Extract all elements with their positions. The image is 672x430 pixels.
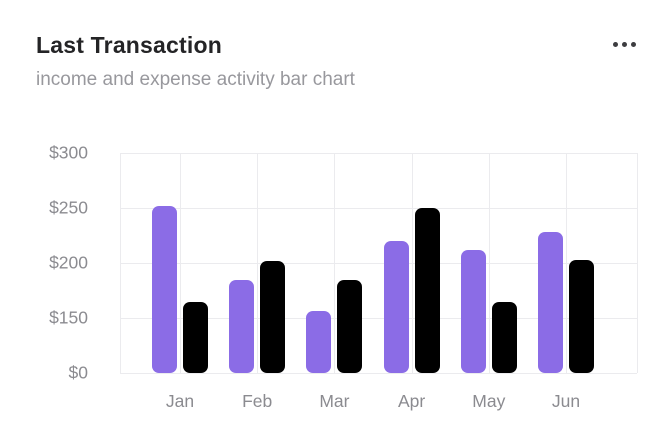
x-axis-label-feb: Feb (242, 391, 273, 411)
y-axis-labels: $300 $250 $200 $150 $0 (0, 143, 88, 383)
bar-income-feb[interactable] (229, 279, 255, 373)
gridline-vertical (257, 153, 259, 373)
gridline-horizontal (120, 373, 637, 374)
gridline-vertical (334, 153, 336, 373)
x-axis-label-jan: Jan (165, 391, 195, 411)
header-text: Last Transaction income and expense acti… (36, 32, 355, 91)
y-axis-label-0: $0 (68, 362, 88, 383)
gridline-horizontal (120, 153, 637, 154)
gridline-horizontal (120, 208, 637, 209)
bar-chart-plot: Jan Feb Mar Apr May Jun (120, 153, 638, 411)
gridline-vertical (566, 153, 567, 373)
gridline-vertical (180, 153, 181, 373)
bar-expense-mar[interactable] (337, 279, 363, 373)
ellipsis-horizontal-icon (613, 42, 636, 47)
x-axis-label-jun: Jun (551, 391, 581, 411)
y-axis-label-150: $150 (49, 307, 88, 328)
x-axis-label-mar: Mar (319, 391, 350, 411)
gridline-vertical (488, 153, 490, 373)
gridline-vertical (637, 153, 638, 373)
y-axis-label-200: $200 (49, 252, 88, 273)
gridline-horizontal (120, 318, 637, 319)
bar-income-may[interactable] (460, 249, 486, 373)
bar-expense-apr[interactable] (414, 208, 440, 373)
bar-expense-jun[interactable] (569, 259, 594, 373)
bar-income-mar[interactable] (306, 311, 332, 373)
bar-expense-jan[interactable] (183, 301, 208, 373)
bar-income-jan[interactable] (152, 205, 177, 373)
gridline-vertical (120, 153, 121, 373)
y-axis-label-250: $250 (49, 197, 88, 218)
y-axis-label-300: $300 (49, 142, 88, 163)
gridline-vertical (411, 153, 413, 373)
card-header: Last Transaction income and expense acti… (36, 32, 640, 91)
bar-expense-feb[interactable] (260, 260, 286, 373)
bar-income-apr[interactable] (383, 241, 409, 373)
x-axis-label-may: May (472, 391, 506, 411)
bar-income-jun[interactable] (538, 232, 563, 373)
chart-subtitle: income and expense activity bar chart (36, 69, 355, 90)
x-axis-label-apr: Apr (397, 391, 426, 411)
more-options-button[interactable] (609, 32, 640, 57)
bar-expense-may[interactable] (491, 301, 517, 373)
gridline-horizontal (120, 263, 637, 264)
page-title: Last Transaction (36, 32, 222, 58)
